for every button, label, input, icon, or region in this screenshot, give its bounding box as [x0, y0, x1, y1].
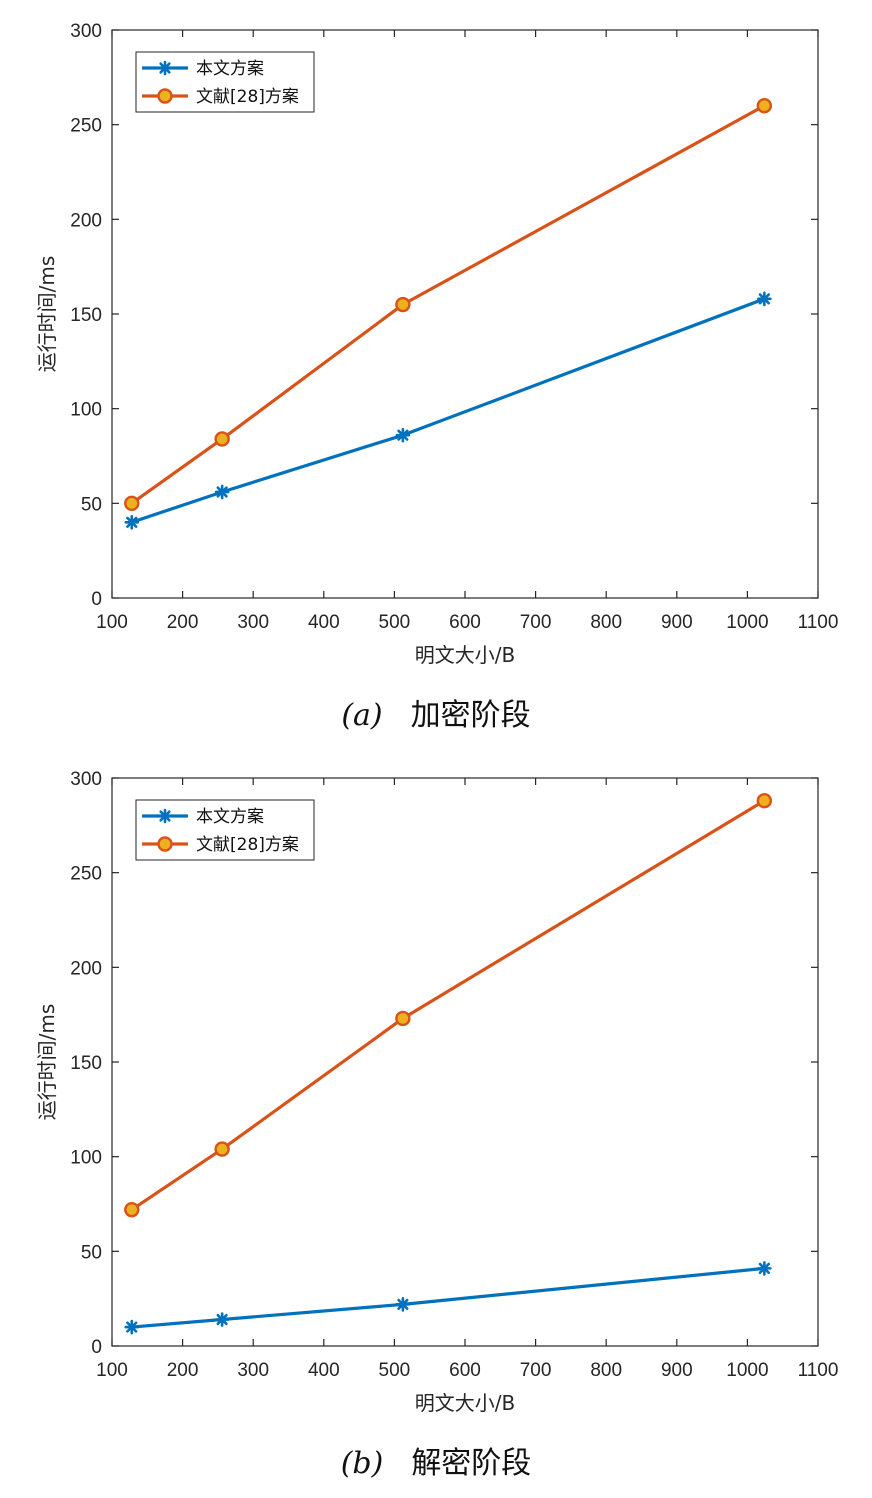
chart-panel-encryption: 100 200 300 400 500 600 700 800 900 1000 1100 0 50 10…	[0, 0, 872, 740]
data-point	[124, 514, 140, 530]
chart-decryption: 100 200 300 400 500 600 700 800 900 1000 110005010…	[35, 769, 838, 1415]
y-tick-label: 50	[81, 1242, 102, 1263]
series-line	[131, 297, 765, 524]
legend-label: 文献[28]方案	[196, 835, 299, 855]
data-point	[756, 98, 773, 114]
y-axis-label: 运行时间/ms	[35, 1004, 59, 1121]
data-point	[395, 1010, 411, 1027]
y-tick-label: 300	[70, 769, 102, 790]
series-line	[130, 799, 766, 1212]
y-tick-label: 100	[70, 400, 102, 421]
caption-tag: (b)	[340, 1446, 384, 1481]
chart-encryption: 100 200 300 400 500 600 700 800 900 1000 110005010…	[35, 21, 838, 667]
y-tick-label: 50	[81, 494, 102, 515]
x-tick-label: 600	[449, 612, 481, 633]
x-tick-label: 900	[661, 1360, 693, 1381]
x-tick-label: 400	[308, 1360, 340, 1381]
plot-area	[111, 777, 819, 1347]
y-tick-label: 200	[70, 210, 102, 231]
data-point	[214, 431, 230, 447]
caption-encryption: (a) 加密阶段	[0, 690, 872, 734]
x-tick-label: 1000	[726, 1360, 768, 1381]
data-point	[214, 1312, 230, 1327]
x-tick-label: 900	[661, 612, 693, 633]
x-tick-label: 600	[449, 1360, 481, 1381]
y-tick-label: 0	[91, 1337, 102, 1358]
x-tick-label: 700	[520, 612, 552, 633]
plot-area	[111, 29, 819, 599]
y-tick-label: 200	[70, 958, 102, 979]
data-point	[124, 1201, 140, 1218]
x-tick-label: 100	[96, 1360, 128, 1381]
x-tick-label: 500	[379, 1360, 411, 1381]
legend-item: 文献[28]方案	[142, 87, 299, 107]
legend-marker	[157, 60, 173, 76]
x-tick-label: 800	[590, 1360, 622, 1381]
series-0	[124, 291, 772, 530]
series-line	[131, 1266, 765, 1329]
y-axis-label: 运行时间/ms	[35, 256, 59, 373]
data-point	[757, 1261, 772, 1276]
x-tick-label: 200	[167, 1360, 199, 1381]
series-1	[124, 98, 773, 512]
data-point	[757, 291, 772, 307]
data-point	[124, 495, 140, 512]
series-1	[124, 793, 773, 1218]
x-tick-label: 200	[167, 612, 199, 633]
y-tick-label: 100	[70, 1148, 102, 1169]
x-axis-ticks: 100 200 300 400 500 600 700 800 900 1000 1100	[96, 30, 838, 633]
data-point	[124, 1319, 140, 1335]
data-point	[395, 427, 411, 443]
data-point	[214, 1141, 230, 1157]
caption-tag: (a)	[341, 698, 383, 733]
legend-item: 本文方案	[142, 807, 264, 827]
y-tick-label: 150	[70, 305, 102, 326]
x-axis-label: 明文大小/B	[415, 643, 515, 667]
caption-text: 解密阶段	[411, 1446, 532, 1481]
x-tick-label: 1100	[798, 612, 839, 633]
series-0	[124, 1261, 772, 1335]
y-tick-label: 300	[70, 21, 102, 42]
y-tick-label: 250	[70, 864, 102, 885]
x-tick-label: 700	[520, 1360, 552, 1381]
y-tick-label: 0	[91, 589, 102, 610]
chart-panel-decryption: 100 200 300 400 500 600 700 800 900 1000 1100 0 50 10…	[0, 748, 872, 1498]
x-tick-label: 100	[96, 612, 128, 633]
data-point	[395, 296, 411, 313]
x-tick-label: 800	[590, 612, 622, 633]
legend-label: 文献[28]方案	[196, 87, 299, 107]
y-axis-ticks: 0 50 100 150 200 250 300	[70, 21, 818, 610]
y-tick-label: 250	[70, 116, 102, 137]
legend-label: 本文方案	[196, 59, 264, 79]
x-tick-label: 400	[308, 612, 340, 633]
x-tick-label: 1000	[726, 612, 768, 633]
legend-label: 本文方案	[196, 807, 264, 827]
data-point	[395, 1297, 411, 1312]
y-axis-ticks: 0 50 100 150 200 250 300	[70, 769, 818, 1358]
data-point	[756, 793, 773, 809]
legend-marker	[157, 88, 173, 104]
data-point	[214, 484, 230, 500]
legend-marker	[157, 836, 173, 852]
x-tick-label: 300	[237, 612, 269, 633]
legend-item: 文献[28]方案	[142, 835, 299, 855]
series-line	[130, 104, 766, 505]
caption-text: 加密阶段	[410, 698, 531, 733]
x-tick-label: 500	[379, 612, 411, 633]
legend-item: 本文方案	[142, 59, 264, 79]
caption-decryption: (b) 解密阶段	[0, 1438, 872, 1482]
x-tick-label: 1100	[798, 1360, 839, 1381]
legend-marker	[157, 808, 173, 824]
x-tick-label: 300	[237, 1360, 269, 1381]
x-axis-ticks: 100 200 300 400 500 600 700 800 900 1000 1100	[96, 778, 838, 1381]
x-axis-label: 明文大小/B	[415, 1391, 515, 1415]
y-tick-label: 150	[70, 1053, 102, 1074]
